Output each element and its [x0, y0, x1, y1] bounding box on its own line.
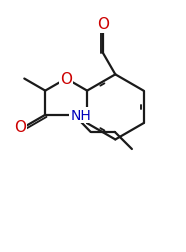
Text: O: O: [60, 72, 72, 87]
Text: NH: NH: [70, 108, 91, 122]
Text: O: O: [14, 120, 26, 135]
Text: O: O: [97, 17, 109, 32]
